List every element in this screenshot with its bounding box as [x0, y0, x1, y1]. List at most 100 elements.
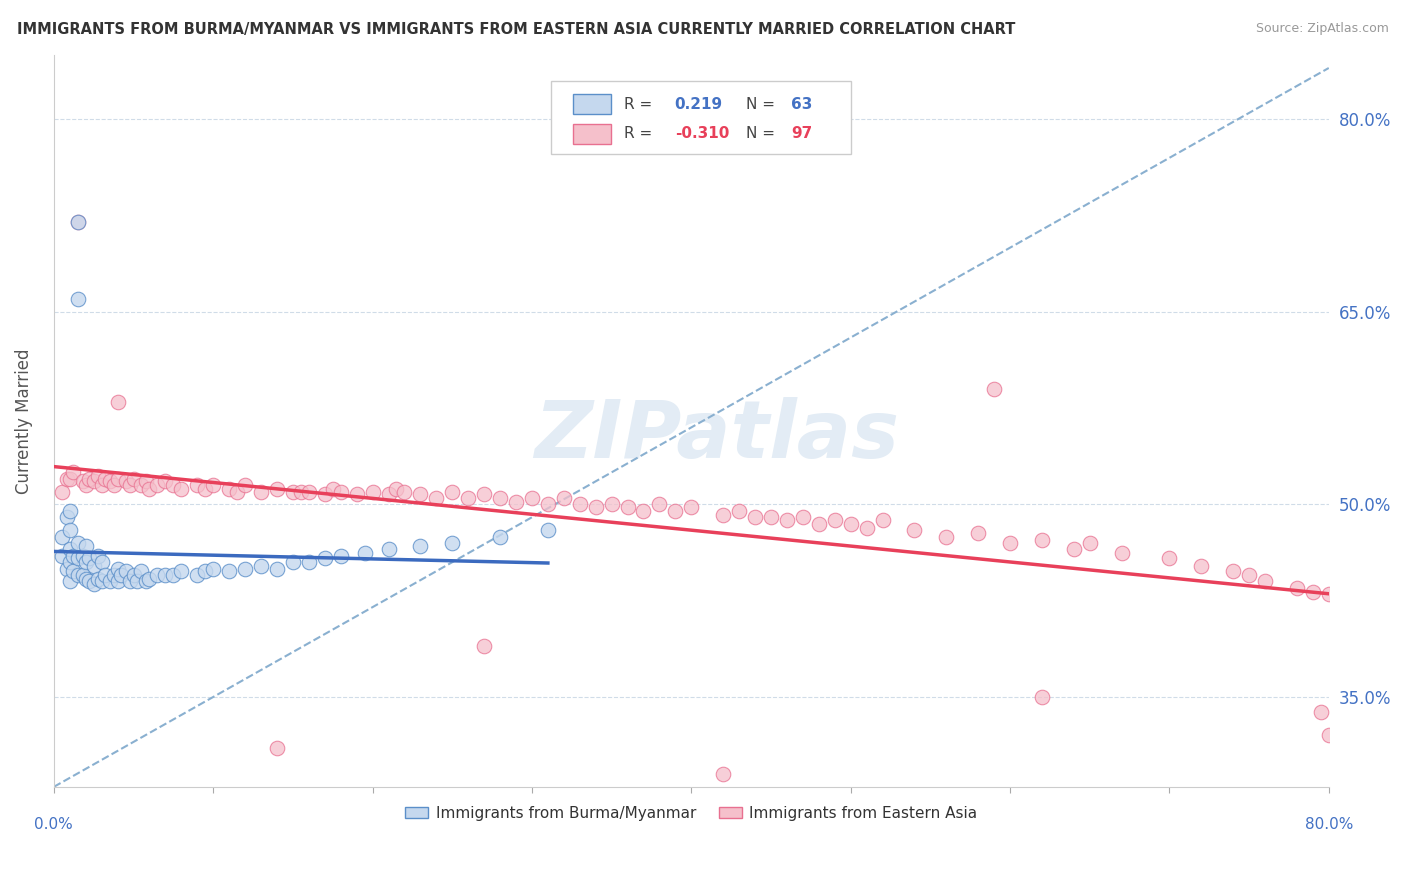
Point — [138, 572, 160, 586]
Point — [489, 529, 512, 543]
Text: N =: N = — [747, 127, 775, 141]
Point — [155, 475, 177, 489]
Point — [266, 482, 288, 496]
Point — [162, 568, 184, 582]
Point — [66, 215, 89, 229]
Point — [537, 498, 560, 512]
Point — [377, 487, 399, 501]
Point — [72, 475, 94, 489]
Point — [314, 551, 336, 566]
Point — [155, 568, 177, 582]
Text: 0.219: 0.219 — [675, 96, 723, 112]
Point — [218, 482, 240, 496]
Point — [1254, 574, 1277, 589]
Point — [553, 491, 575, 505]
Point — [298, 484, 321, 499]
Point — [233, 478, 256, 492]
Point — [75, 478, 97, 492]
Point — [170, 564, 193, 578]
Point — [226, 484, 249, 499]
Point — [329, 549, 352, 563]
Point — [266, 741, 288, 756]
Point — [489, 491, 512, 505]
Text: 63: 63 — [790, 96, 813, 112]
Text: N =: N = — [747, 96, 775, 112]
FancyBboxPatch shape — [551, 81, 851, 154]
Point — [568, 498, 591, 512]
Point — [824, 513, 846, 527]
Point — [1189, 559, 1212, 574]
Point — [385, 482, 408, 496]
Point — [903, 523, 925, 537]
Text: R =: R = — [624, 127, 657, 141]
Point — [505, 495, 527, 509]
Point — [59, 542, 82, 557]
Point — [983, 382, 1005, 396]
Point — [135, 475, 157, 489]
Point — [346, 487, 368, 501]
Point — [425, 491, 447, 505]
Point — [194, 482, 217, 496]
Point — [233, 561, 256, 575]
Point — [1237, 568, 1260, 582]
Point — [135, 574, 157, 589]
Point — [90, 574, 112, 589]
Point — [322, 482, 344, 496]
Point — [72, 568, 94, 582]
Point — [314, 487, 336, 501]
Point — [250, 484, 273, 499]
Point — [472, 639, 495, 653]
Point — [441, 536, 464, 550]
Point — [94, 472, 117, 486]
Point — [935, 529, 957, 543]
Point — [51, 529, 73, 543]
Point — [967, 525, 990, 540]
Bar — [572, 94, 612, 114]
Point — [1031, 690, 1053, 704]
Point — [103, 568, 125, 582]
Point — [616, 500, 638, 514]
Point — [55, 561, 77, 575]
Point — [281, 555, 304, 569]
Point — [122, 472, 145, 486]
Point — [83, 475, 105, 489]
Point — [77, 472, 100, 486]
Point — [409, 487, 432, 501]
Point — [83, 559, 105, 574]
Text: 80.0%: 80.0% — [1305, 817, 1353, 832]
Point — [107, 561, 129, 575]
Point — [585, 500, 607, 514]
Point — [66, 215, 89, 229]
Point — [125, 574, 148, 589]
Point — [664, 504, 686, 518]
Point — [59, 523, 82, 537]
Point — [90, 555, 112, 569]
Point — [138, 482, 160, 496]
Point — [290, 484, 312, 499]
Point — [59, 472, 82, 486]
Point — [600, 498, 623, 512]
Point — [66, 551, 89, 566]
Point — [59, 504, 82, 518]
Point — [1309, 706, 1331, 720]
Point — [394, 484, 416, 499]
Point — [298, 555, 321, 569]
Legend: Immigrants from Burma/Myanmar, Immigrants from Eastern Asia: Immigrants from Burma/Myanmar, Immigrant… — [399, 799, 984, 827]
Point — [409, 539, 432, 553]
Point — [202, 478, 225, 492]
Point — [162, 478, 184, 492]
Point — [1063, 542, 1085, 557]
Point — [107, 394, 129, 409]
Text: IMMIGRANTS FROM BURMA/MYANMAR VS IMMIGRANTS FROM EASTERN ASIA CURRENTLY MARRIED : IMMIGRANTS FROM BURMA/MYANMAR VS IMMIGRA… — [17, 22, 1015, 37]
Point — [361, 484, 384, 499]
Point — [122, 568, 145, 582]
Text: -0.310: -0.310 — [675, 127, 730, 141]
Point — [1222, 564, 1244, 578]
Point — [62, 549, 84, 563]
Point — [55, 472, 77, 486]
Point — [83, 577, 105, 591]
Point — [218, 564, 240, 578]
Point — [59, 555, 82, 569]
Point — [250, 559, 273, 574]
Point — [1302, 584, 1324, 599]
